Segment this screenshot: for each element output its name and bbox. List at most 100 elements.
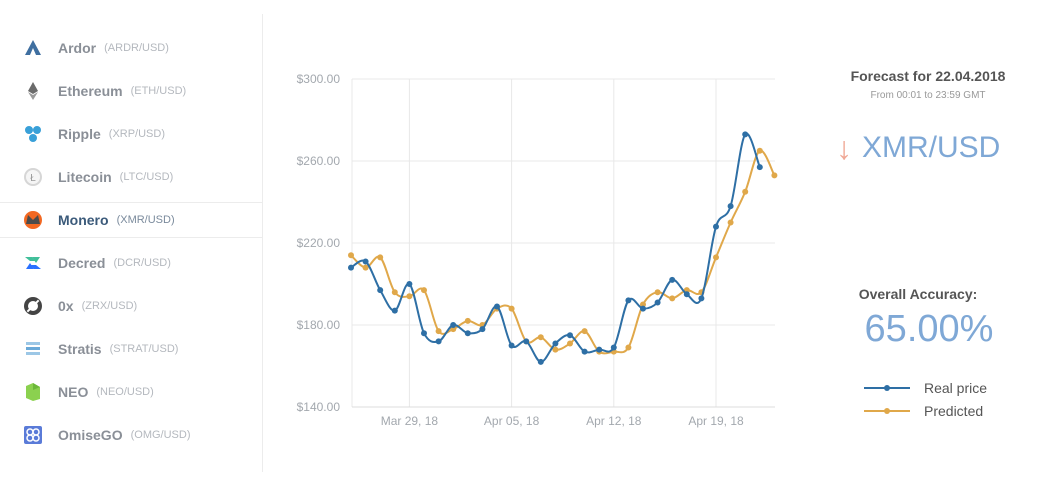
real-price-point — [435, 338, 442, 345]
predicted-point — [435, 328, 442, 335]
real-price-point — [523, 338, 530, 345]
ethereum-icon — [28, 82, 38, 100]
predicted-point — [756, 147, 763, 154]
real-price-line — [350, 132, 761, 363]
forecast-subtitle: From 00:01 to 23:59 GMT — [870, 90, 986, 101]
legend-predicted-marker — [864, 407, 910, 414]
sidebar-item-pair: (DCR/USD) — [113, 257, 171, 269]
sidebar-item-label: Ripple — [58, 126, 101, 142]
forecast-pair-label: XMR/USD — [862, 131, 1001, 164]
sidebar-item-monero[interactable]: Monero (XMR/USD) — [0, 202, 262, 238]
ardor-icon — [25, 40, 41, 55]
sidebar-item-pair: (ARDR/USD) — [104, 42, 169, 54]
predicted-point — [362, 264, 369, 271]
predicted-point — [727, 219, 734, 226]
real-price-point — [377, 287, 384, 294]
forecast-title: Forecast for 22.04.2018 — [850, 68, 1006, 84]
sidebar-item-pair: (OMG/USD) — [130, 429, 191, 441]
sidebar-item-litecoin[interactable]: Ł Litecoin (LTC/USD) — [0, 159, 262, 195]
real-price-point — [567, 332, 573, 339]
sidebar-item-pair: (ZRX/USD) — [81, 300, 138, 312]
legend-real[interactable]: Real price — [864, 376, 987, 399]
predicted-point — [450, 326, 457, 333]
accuracy-label: Overall Accuracy: — [858, 286, 978, 302]
sidebar-item-0x[interactable]: 0x (ZRX/USD) — [0, 288, 262, 324]
sidebar-item-label: 0x — [58, 298, 74, 314]
real-price-point — [494, 303, 500, 310]
real-price-point — [479, 326, 486, 333]
sidebar-item-ardor[interactable]: Ardor (ARDR/USD) — [0, 30, 262, 66]
real-price-point — [421, 330, 427, 337]
x-tick-label: Mar 29, 18 — [381, 414, 439, 428]
sidebar-item-pair: (ETH/USD) — [130, 85, 187, 97]
predicted-point — [464, 317, 471, 324]
real-price-point — [713, 223, 719, 230]
legend-real-marker — [864, 384, 910, 391]
predicted-point — [581, 328, 588, 335]
predicted-point — [406, 293, 413, 300]
real-price-point — [391, 307, 398, 314]
zrx-icon — [24, 297, 42, 315]
ripple-icon — [25, 126, 41, 142]
sidebar-item-pair: (STRAT/USD) — [109, 343, 179, 355]
price-chart: $300.00 $260.00 $220.00 $180.00 $140.00 Mar 2… — [297, 72, 778, 428]
decred-icon — [25, 257, 41, 269]
predicted-point — [771, 172, 778, 179]
svg-text:Ł: Ł — [30, 173, 36, 184]
sidebar-item-pair: (XMR/USD) — [116, 214, 175, 226]
real-price-point — [581, 348, 588, 355]
y-tick-label: $260.00 — [297, 154, 341, 168]
sidebar-item-label: NEO — [58, 384, 89, 400]
predicted-point — [713, 254, 719, 261]
predicted-point — [742, 188, 749, 195]
sidebar-item-ripple[interactable]: Ripple (XRP/USD) — [0, 116, 262, 152]
sidebar-item-omisego[interactable]: OmiseGO (OMG/USD) — [0, 417, 262, 453]
real-price-point — [537, 358, 544, 365]
sidebar-item-label: Litecoin — [58, 169, 112, 185]
real-price-point — [698, 295, 705, 302]
sidebar-item-label: Ardor — [58, 40, 97, 56]
real-price-point — [756, 164, 763, 171]
real-price-point — [742, 131, 749, 138]
predicted-point — [669, 295, 676, 302]
real-price-point — [683, 291, 690, 298]
predicted-point — [348, 252, 354, 259]
predicted-point — [552, 346, 559, 353]
coin-sidebar: Ardor (ARDR/USD) Ethereum (ETH/USD) Ripple (X… — [0, 14, 263, 472]
predicted-point — [654, 289, 661, 296]
real-price-point — [596, 346, 603, 353]
real-price-point — [640, 305, 646, 312]
sidebar-item-label: Stratis — [58, 341, 102, 357]
monero-icon — [24, 211, 42, 229]
sidebar-item-label: Decred — [58, 255, 106, 271]
x-tick-label: Apr 05, 18 — [484, 414, 540, 428]
real-price-point — [362, 258, 369, 265]
legend-predicted[interactable]: Predicted — [864, 399, 987, 422]
arrow-down-icon: ↓ — [836, 130, 852, 166]
real-price-point — [610, 344, 617, 351]
legend-predicted-label: Predicted — [924, 402, 984, 419]
sidebar-item-decred[interactable]: Decred (DCR/USD) — [0, 245, 262, 281]
y-tick-label: $220.00 — [297, 236, 341, 250]
sidebar-item-pair: (LTC/USD) — [119, 171, 174, 183]
sidebar-item-ethereum[interactable]: Ethereum (ETH/USD) — [0, 73, 262, 109]
real-price-point — [625, 297, 632, 304]
predicted-point — [625, 344, 632, 351]
real-price-point — [552, 340, 559, 347]
real-price-point — [464, 330, 471, 337]
x-tick-label: Apr 12, 18 — [586, 414, 642, 428]
real-price-point — [450, 322, 457, 328]
predicted-point — [377, 254, 384, 261]
sidebar-item-label: Monero — [58, 212, 109, 228]
predicted-point — [567, 340, 573, 347]
forecast-pair: ↓ XMR/USD — [836, 128, 1000, 168]
x-tick-label: Apr 19, 18 — [688, 414, 744, 428]
neo-icon — [26, 383, 40, 401]
sidebar-item-pair: (NEO/USD) — [96, 386, 154, 398]
y-tick-label: $180.00 — [297, 318, 341, 332]
predicted-point — [640, 301, 646, 308]
stratis-icon — [26, 342, 40, 355]
sidebar-item-stratis[interactable]: Stratis (STRAT/USD) — [0, 331, 262, 367]
legend-real-label: Real price — [924, 379, 988, 396]
sidebar-item-neo[interactable]: NEO (NEO/USD) — [0, 374, 262, 410]
